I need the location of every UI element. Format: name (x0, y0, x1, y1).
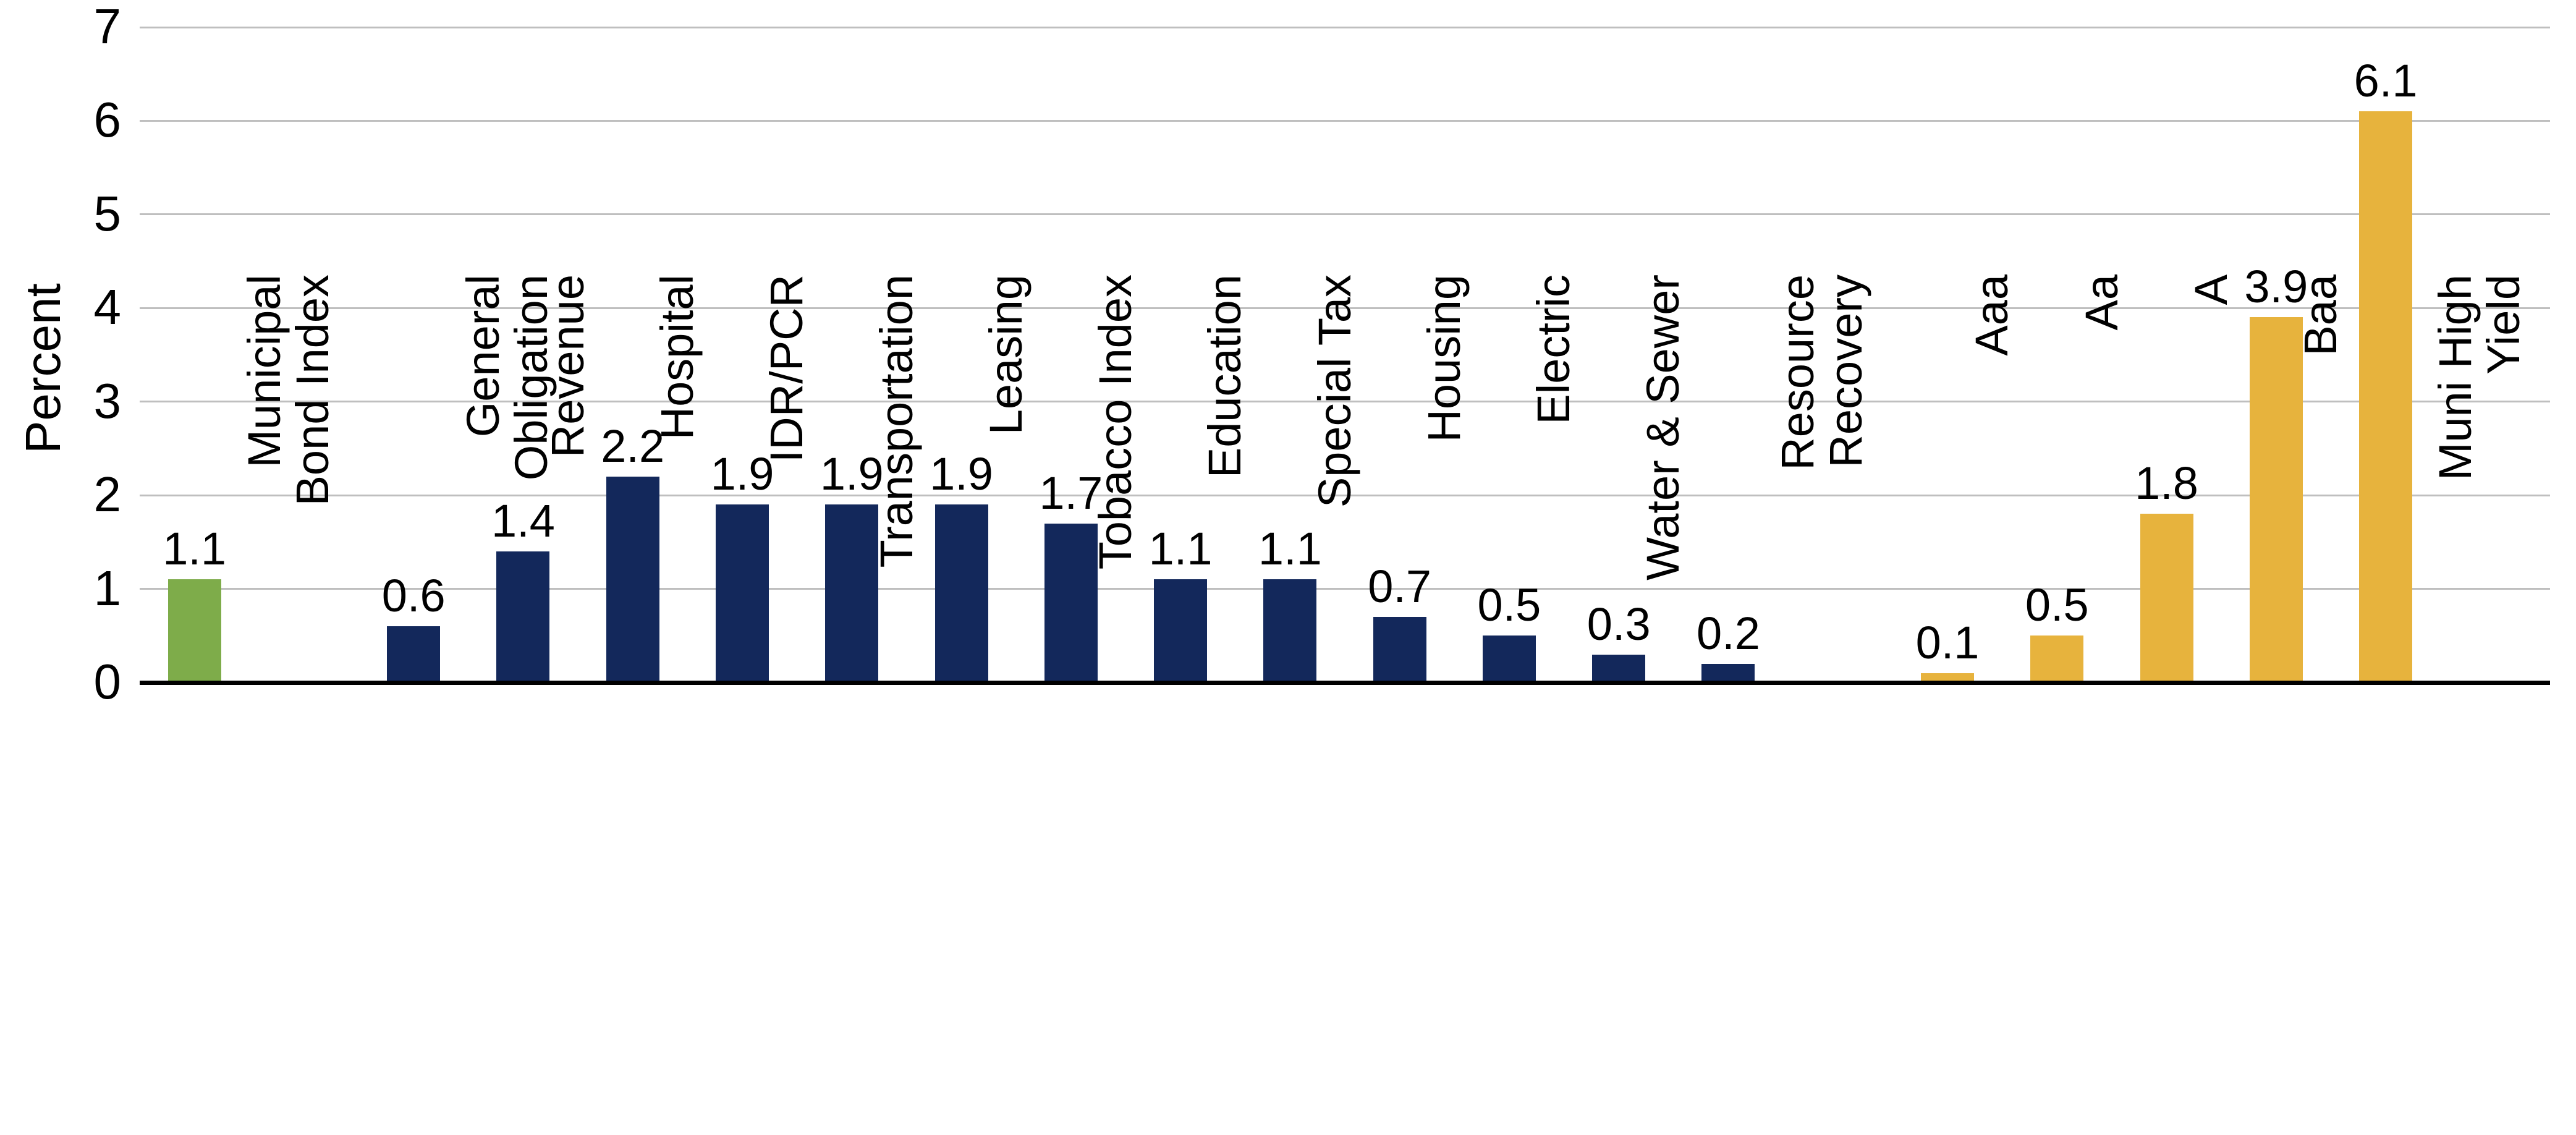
category-label: Muni HighYield (2431, 274, 2527, 707)
category-label: Special Tax (1311, 274, 1359, 707)
y-tick-label: 0 (47, 653, 121, 710)
bar (1483, 636, 1536, 682)
bar-chart: Percent012345671.10.61.42.21.91.91.91.71… (0, 0, 2576, 1135)
gridline (140, 213, 2550, 215)
y-tick-label: 3 (47, 373, 121, 430)
bar (387, 626, 440, 682)
category-label: GeneralObligation (459, 274, 555, 707)
category-label: MunicipalBond Index (240, 274, 336, 707)
y-tick-label: 2 (47, 466, 121, 523)
gridline (140, 27, 2550, 28)
y-tick-label: 1 (47, 560, 121, 617)
gridline (140, 120, 2550, 122)
category-label: Housing (1420, 274, 1468, 707)
category-label: Electric (1530, 274, 1578, 707)
category-label: Leasing (982, 274, 1030, 707)
category-label: Baa (2297, 274, 2345, 707)
category-label: Water & Sewer (1639, 274, 1687, 707)
bar (168, 579, 221, 682)
bar (1701, 664, 1755, 682)
category-label: Tobacco Index (1091, 274, 1140, 707)
y-tick-label: 7 (47, 0, 121, 55)
category-label: Revenue (544, 274, 592, 707)
y-tick-label: 6 (47, 91, 121, 148)
bar (2250, 317, 2303, 682)
y-tick-label: 4 (47, 279, 121, 336)
bar (1373, 617, 1426, 682)
bar (1592, 655, 1645, 682)
y-tick-label: 5 (47, 185, 121, 242)
category-label: Transportation (873, 274, 921, 707)
category-label: IDR/PCR (763, 274, 811, 707)
category-label: Hospital (653, 274, 701, 707)
category-label: Aaa (1968, 274, 2016, 707)
category-label: A (2187, 274, 2235, 707)
bar-value-label: 6.1 (2318, 54, 2454, 107)
category-label: Aa (2078, 274, 2126, 707)
bar (716, 504, 769, 682)
bar (1263, 579, 1316, 682)
category-label: ResourceRecovery (1774, 274, 1870, 707)
bar (935, 504, 988, 682)
bar (2359, 111, 2412, 682)
bar (606, 477, 659, 682)
bar (1154, 579, 1207, 682)
bar (2030, 636, 2083, 682)
bar (2140, 514, 2193, 682)
category-label: Education (1201, 274, 1249, 707)
